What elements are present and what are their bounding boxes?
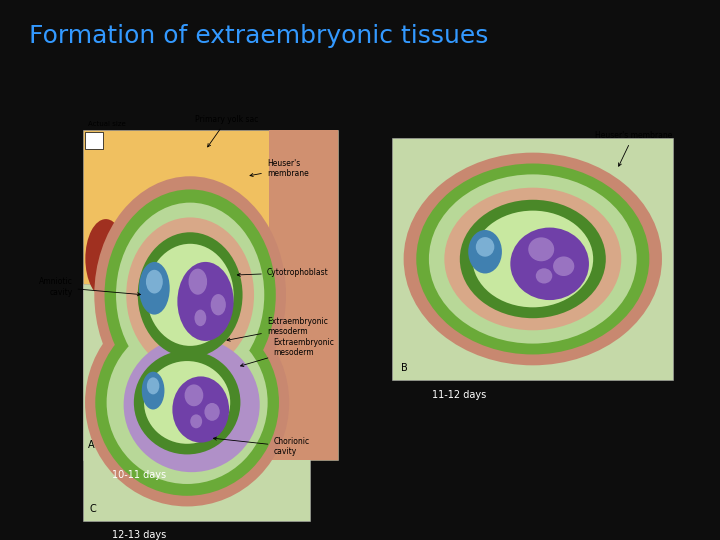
FancyBboxPatch shape [392,138,673,380]
Text: Actual size: Actual size [88,122,126,127]
Ellipse shape [139,282,154,301]
Ellipse shape [190,414,202,428]
Ellipse shape [116,202,264,387]
Text: Chorionic
cavity: Chorionic cavity [214,437,310,456]
Ellipse shape [177,262,233,341]
Ellipse shape [147,377,159,394]
Ellipse shape [528,238,554,261]
Ellipse shape [553,256,575,276]
Ellipse shape [510,227,589,300]
Ellipse shape [86,219,126,298]
Ellipse shape [104,190,276,400]
FancyBboxPatch shape [86,132,104,148]
Ellipse shape [146,270,163,294]
Ellipse shape [444,188,621,330]
Ellipse shape [95,309,279,496]
Ellipse shape [137,312,152,331]
Text: B: B [401,362,408,373]
Ellipse shape [172,376,229,443]
Ellipse shape [204,403,220,421]
Ellipse shape [211,294,226,315]
Ellipse shape [184,384,203,406]
Text: Primary yolk sac: Primary yolk sac [195,115,258,147]
Ellipse shape [144,361,230,444]
Ellipse shape [94,176,286,414]
Ellipse shape [147,244,233,346]
FancyBboxPatch shape [83,284,310,521]
Ellipse shape [189,268,207,295]
Ellipse shape [468,230,502,273]
FancyBboxPatch shape [83,130,338,460]
Ellipse shape [194,309,207,326]
Ellipse shape [460,200,606,318]
Ellipse shape [404,153,662,366]
Text: A: A [88,440,94,450]
Ellipse shape [107,321,268,484]
Text: Amniotic
cavity: Amniotic cavity [39,278,140,297]
Ellipse shape [138,232,243,357]
Text: Extraembryonic
mesoderm: Extraembryonic mesoderm [227,317,328,341]
Ellipse shape [142,372,164,409]
Text: Heuser's membrane: Heuser's membrane [595,131,672,166]
Ellipse shape [85,299,289,507]
Ellipse shape [139,262,170,315]
Ellipse shape [476,237,495,256]
Ellipse shape [536,268,552,284]
Text: 12-13 days: 12-13 days [112,530,166,539]
Ellipse shape [472,211,593,307]
Ellipse shape [416,164,649,354]
Text: 11-12 days: 11-12 days [432,390,486,401]
Text: Cytotrophoblast: Cytotrophoblast [238,268,328,277]
Text: Extraembryonic
mesoderm: Extraembryonic mesoderm [240,338,334,367]
Ellipse shape [134,350,240,455]
Ellipse shape [124,338,260,472]
Ellipse shape [429,174,636,343]
Text: Formation of extraembryonic tissues: Formation of extraembryonic tissues [29,24,488,48]
Text: C: C [89,503,96,514]
Text: Heuser's
membrane: Heuser's membrane [250,159,309,178]
FancyBboxPatch shape [269,130,338,460]
Text: 10-11 days: 10-11 days [112,470,166,480]
Ellipse shape [126,218,254,372]
